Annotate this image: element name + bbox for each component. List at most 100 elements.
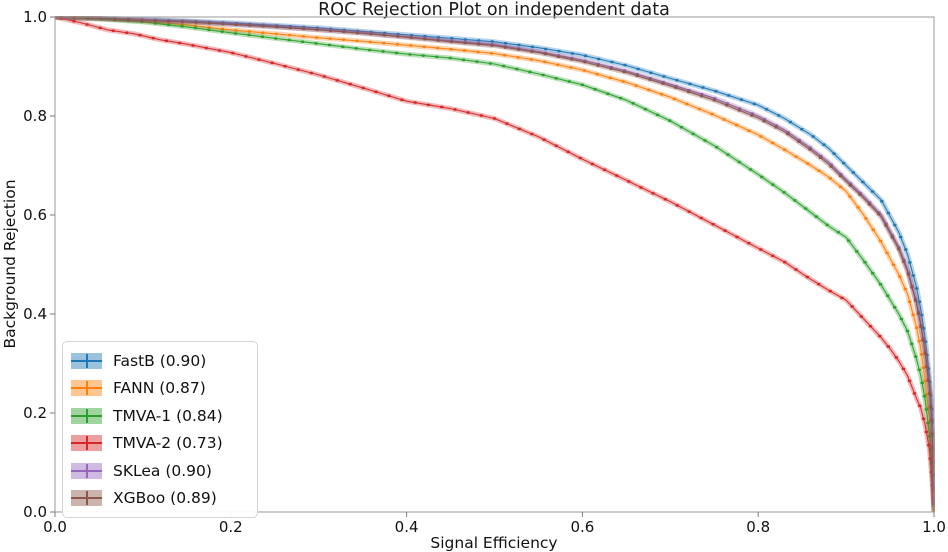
data-point-marker	[610, 60, 614, 64]
y-axis-label: Background Rejection	[1, 179, 19, 348]
data-point-marker	[687, 90, 691, 94]
data-point-marker	[859, 315, 863, 318]
x-tick-label: 0.2	[219, 518, 243, 536]
data-point-marker	[922, 395, 927, 398]
data-point-marker	[782, 191, 786, 194]
data-point-marker	[886, 294, 890, 297]
data-point-marker	[627, 180, 631, 183]
data-point-marker	[748, 168, 753, 171]
data-point-marker	[476, 43, 481, 46]
data-point-marker	[247, 30, 252, 33]
series-markers-FANN	[59, 16, 935, 504]
data-point-marker	[747, 129, 751, 132]
data-point-marker	[261, 31, 265, 34]
data-point-marker	[602, 168, 607, 171]
data-point-marker	[840, 296, 844, 300]
data-point-marker	[180, 20, 185, 23]
data-point-marker	[817, 282, 821, 286]
data-point-marker	[908, 300, 912, 303]
data-point-marker	[557, 49, 561, 53]
data-point-marker	[703, 139, 707, 142]
data-point-marker	[864, 217, 868, 220]
data-point-marker	[928, 435, 932, 438]
y-tick-label: 0.0	[23, 503, 47, 521]
data-point-marker	[762, 118, 767, 121]
data-point-marker	[825, 223, 829, 227]
data-point-marker	[448, 56, 452, 60]
data-point-marker	[505, 122, 509, 125]
data-point-marker	[829, 165, 833, 168]
data-point-marker	[925, 365, 929, 369]
data-point-marker	[697, 107, 702, 111]
data-point-marker	[569, 66, 573, 69]
data-point-marker	[423, 35, 427, 38]
data-point-marker	[287, 38, 291, 42]
data-point-marker	[886, 345, 890, 348]
data-point-marker	[725, 104, 729, 107]
data-point-marker	[153, 22, 157, 25]
data-point-marker	[396, 35, 400, 38]
data-point-marker	[556, 55, 561, 58]
data-point-marker	[878, 334, 882, 338]
data-point-marker	[871, 272, 875, 275]
data-point-marker	[301, 35, 305, 38]
data-point-marker	[908, 261, 912, 264]
data-point-marker	[910, 286, 914, 289]
data-point-marker	[207, 22, 212, 25]
data-point-marker	[701, 86, 705, 89]
data-point-marker	[395, 43, 399, 46]
data-point-marker	[699, 216, 703, 220]
legend-label: TMVA-1 (0.84)	[113, 406, 223, 425]
data-point-marker	[838, 174, 843, 178]
legend-errorbar-swatch	[71, 435, 102, 452]
data-point-marker	[542, 138, 546, 141]
data-point-marker	[839, 185, 843, 189]
y-tick-label: 0.8	[23, 107, 47, 125]
data-point-marker	[921, 366, 926, 369]
data-point-marker	[884, 224, 888, 227]
data-point-marker	[771, 141, 775, 145]
data-point-marker	[274, 32, 278, 36]
data-point-marker	[929, 406, 933, 409]
data-point-marker	[923, 340, 928, 343]
data-point-marker	[878, 239, 883, 243]
data-point-marker	[685, 102, 689, 106]
data-point-marker	[805, 275, 809, 279]
data-point-marker	[647, 88, 651, 92]
legend-label: TMVA-2 (0.73)	[113, 434, 223, 453]
data-point-marker	[920, 313, 924, 317]
axes-group: 0.0 0.2 0.4 0.6 0.8 1.0 0.0 0.2 0.4 0.6 0.8 1.0	[23, 8, 946, 536]
data-point-marker	[530, 50, 534, 53]
data-point-marker	[382, 34, 387, 37]
data-point-marker	[710, 112, 714, 116]
data-point-marker	[492, 117, 497, 120]
data-point-marker	[797, 140, 801, 143]
data-point-marker	[475, 60, 479, 63]
legend-label: SKLea (0.90)	[113, 461, 212, 480]
data-point-marker	[623, 63, 627, 67]
data-point-marker	[590, 162, 595, 166]
data-point-marker	[466, 111, 470, 114]
data-point-marker	[436, 39, 440, 42]
series-markers-XGBoo	[59, 16, 935, 503]
data-point-marker	[663, 198, 667, 201]
data-point-marker	[712, 99, 717, 102]
data-point-marker	[715, 146, 719, 149]
legend-errorbar-swatch	[71, 407, 102, 424]
data-point-marker	[217, 49, 222, 52]
data-point-marker	[400, 98, 404, 101]
legend-label: FastB (0.90)	[113, 351, 207, 370]
data-point-marker	[930, 446, 935, 449]
data-point-marker	[662, 75, 666, 78]
data-point-marker	[828, 177, 832, 180]
data-point-marker	[164, 39, 169, 42]
data-point-marker	[861, 180, 865, 184]
data-point-marker	[771, 254, 775, 258]
data-point-marker	[348, 82, 352, 86]
data-point-marker	[836, 231, 840, 234]
errorbar-vertical-line	[85, 381, 88, 396]
data-point-marker	[893, 223, 897, 227]
data-point-marker	[608, 76, 612, 80]
data-point-marker	[675, 79, 679, 82]
data-point-marker	[907, 379, 912, 383]
